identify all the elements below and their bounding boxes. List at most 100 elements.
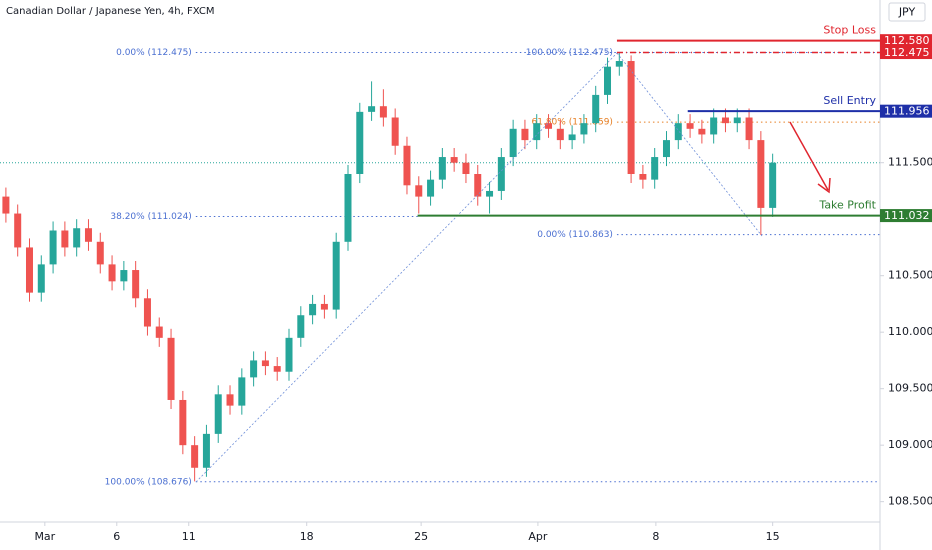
candle-body xyxy=(733,117,741,124)
fib-label: 0.00% (110.863) xyxy=(537,230,613,240)
x-tick-label: 15 xyxy=(766,530,780,543)
candle-body xyxy=(202,433,210,468)
candle-body xyxy=(261,360,269,367)
fib-label: 100.00% (112.475) xyxy=(526,48,613,58)
currency-box xyxy=(888,2,926,22)
fib-diagonal xyxy=(195,52,618,483)
candle-body xyxy=(769,162,777,208)
price-tag xyxy=(880,34,932,48)
candle-body xyxy=(521,128,529,141)
y-tick-label: 110.000 xyxy=(888,325,932,338)
candle-body xyxy=(344,174,352,242)
candle-body xyxy=(450,157,458,163)
price-tag xyxy=(880,104,932,118)
candle-body xyxy=(604,66,612,95)
candle-body xyxy=(497,157,505,191)
candle-body xyxy=(545,123,553,129)
candle-body xyxy=(674,123,682,141)
candle-body xyxy=(438,157,446,180)
candle-body xyxy=(37,264,45,293)
candle-body xyxy=(462,162,470,174)
candle-body xyxy=(379,106,387,118)
candle-body xyxy=(592,94,600,124)
candle-body xyxy=(155,326,163,338)
candle-body xyxy=(356,111,364,174)
candle-body xyxy=(721,117,729,124)
candle-body xyxy=(25,247,33,293)
price-tag xyxy=(880,46,932,60)
candle-body xyxy=(214,394,222,434)
fib-diagonal xyxy=(616,52,763,237)
candle-body xyxy=(96,241,104,265)
candle-body xyxy=(332,241,340,310)
y-tick-label: 108.500 xyxy=(888,495,932,508)
candle-body xyxy=(120,270,128,282)
currency: JPY xyxy=(898,6,916,19)
candle-body xyxy=(662,140,670,158)
candle-body xyxy=(556,128,564,141)
candle-body xyxy=(509,128,517,158)
candle-body xyxy=(486,190,494,197)
fib-label: 38.20% (111.024) xyxy=(110,212,191,222)
level-name: Take Profit xyxy=(818,199,876,212)
candle-body xyxy=(238,377,246,406)
candle-body xyxy=(49,230,57,265)
candle-body xyxy=(403,145,411,186)
candle-body xyxy=(84,228,92,242)
x-tick-label: 8 xyxy=(652,530,659,543)
candle-body xyxy=(568,134,576,141)
arrow-head xyxy=(817,177,831,194)
candle-body xyxy=(627,61,635,174)
x-tick-label: 6 xyxy=(113,530,120,543)
candle-body xyxy=(651,157,659,180)
level-name: Sell Entry xyxy=(823,94,876,107)
candle-body xyxy=(580,123,588,135)
candle-body xyxy=(368,106,376,112)
candle-body xyxy=(309,303,317,316)
y-tick-label: 111.500 xyxy=(888,156,932,169)
fib-label: 0.00% (112.475) xyxy=(116,48,192,58)
candle-body xyxy=(226,394,234,406)
x-tick-label: Apr xyxy=(528,530,548,543)
candle-body xyxy=(273,366,281,372)
candle-body xyxy=(391,117,399,146)
candle-body xyxy=(415,185,423,197)
price-tag-label: 111.956 xyxy=(884,105,930,118)
chart-title: Canadian Dollar / Japanese Yen, 4h, FXCM xyxy=(6,6,214,17)
candle-body xyxy=(167,337,175,400)
x-tick-label: 18 xyxy=(300,530,314,543)
overlay: Stop Loss Sell Entry Take Profit 112.580112… xyxy=(417,24,932,223)
candle-body xyxy=(61,230,69,248)
price-tag-label: 111.032 xyxy=(884,209,930,222)
candle-body xyxy=(745,117,753,141)
candle-body xyxy=(698,128,706,135)
candle-body xyxy=(639,174,647,180)
candle-body xyxy=(686,123,694,129)
x-tick-label: 11 xyxy=(182,530,196,543)
price-tag xyxy=(880,209,932,223)
y-tick-label: 109.000 xyxy=(888,438,932,451)
candle-body xyxy=(320,303,328,310)
fib-label: 61.80% (111.859) xyxy=(532,118,613,128)
candle-body xyxy=(297,315,305,338)
candle-body xyxy=(757,140,765,208)
candle-body xyxy=(73,228,81,248)
candle-body xyxy=(108,264,116,282)
candle-body xyxy=(14,213,22,248)
candle-body xyxy=(533,123,541,141)
y-tick-label: 110.500 xyxy=(888,269,932,282)
candle-body xyxy=(179,399,187,446)
price-tag-label: 112.580 xyxy=(884,34,930,47)
candle-body xyxy=(191,445,199,468)
x-tick-label: 25 xyxy=(414,530,428,543)
candle-body xyxy=(285,337,293,372)
candle-body xyxy=(132,270,140,299)
candle-body xyxy=(427,179,435,197)
level-name: Stop Loss xyxy=(823,24,876,37)
candle-body xyxy=(615,61,623,67)
candle-body xyxy=(2,196,10,214)
y-tick-label: 109.500 xyxy=(888,382,932,395)
arrow xyxy=(789,121,829,191)
